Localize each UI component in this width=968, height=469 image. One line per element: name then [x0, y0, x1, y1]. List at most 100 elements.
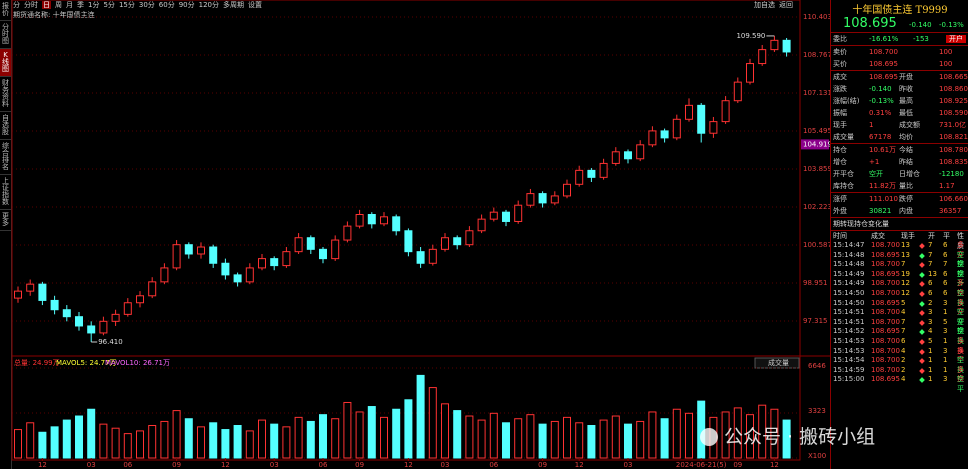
- quote-value: 108.700: [869, 48, 898, 56]
- volume-bar: [526, 414, 535, 459]
- sidebar-item[interactable]: 自选股: [0, 112, 11, 140]
- toolbar-button[interactable]: 分: [13, 1, 20, 9]
- quote-value: -153: [913, 35, 929, 43]
- toolbar-button[interactable]: 加自选: [754, 1, 775, 9]
- candle-body: [111, 313, 120, 322]
- ticks-row: 15:14:50 108.695 5 2 3 多开: [831, 298, 968, 317]
- candle-body: [392, 216, 401, 232]
- y-tick-label: 102.223: [803, 203, 830, 211]
- candle-body: [233, 274, 242, 283]
- tick-direction: [919, 377, 925, 384]
- ticks-row: 15:14:52 108.695 7 4 3 空换: [831, 327, 968, 345]
- quote-value: 空开: [869, 170, 883, 178]
- candle-body: [770, 39, 779, 51]
- volume-bar: [404, 399, 413, 459]
- volume-bar: [343, 401, 352, 459]
- volume-bar: [453, 410, 462, 459]
- quote-label: 最高: [899, 97, 913, 105]
- ticks-cell: 1: [943, 356, 948, 365]
- candle-body: [319, 248, 327, 260]
- candle-body: [624, 151, 632, 160]
- quote-label: 振幅: [833, 109, 847, 117]
- quote-row: 现手 1 成交额 731.0亿: [831, 119, 968, 131]
- tick-direction: [919, 310, 925, 316]
- volume-bar: [62, 419, 71, 459]
- quote-label: 涨幅(结): [833, 97, 860, 105]
- quote-value: -0.140: [869, 85, 892, 93]
- ticks-cell: 2: [901, 356, 906, 365]
- toolbar-button[interactable]: 周: [55, 1, 62, 9]
- ticks-cell: 108.700: [871, 260, 900, 269]
- quote-value: 108.821: [939, 133, 968, 141]
- quote-label: 跌停: [899, 195, 913, 203]
- ticks-cell: 空换: [957, 317, 964, 336]
- volume-bar: [587, 424, 596, 459]
- toolbar-button[interactable]: 日: [42, 1, 51, 9]
- candle-body: [87, 325, 96, 334]
- ticks-row: 15:14:54 108.700 2 1 1 空换: [831, 356, 968, 374]
- candle-body: [538, 193, 547, 204]
- candle-body: [209, 246, 218, 264]
- toolbar-button[interactable]: 月: [66, 1, 73, 9]
- candle-body: [355, 214, 364, 227]
- toolbar-button[interactable]: 90分: [178, 1, 195, 9]
- quote-label: 最低: [899, 109, 913, 117]
- volume-bar: [367, 406, 376, 459]
- quote-value: 100: [939, 48, 953, 56]
- candle-body: [514, 204, 523, 222]
- toolbar-button[interactable]: 30分: [138, 1, 155, 9]
- quote-change: -0.140: [909, 21, 932, 29]
- ticks-cell: 3: [928, 308, 933, 317]
- sidebar-item[interactable]: 上证指数: [0, 175, 11, 210]
- toolbar-button[interactable]: 分时: [24, 1, 38, 9]
- plot-frame: [11, 0, 801, 461]
- candle-body: [575, 169, 584, 185]
- tick-direction: [919, 367, 925, 374]
- sidebar-item[interactable]: 综合排名: [0, 140, 11, 175]
- sidebar-item[interactable]: 报价: [0, 0, 11, 21]
- sidebar-item[interactable]: 分时图: [0, 21, 11, 49]
- ticks-cell: 2: [901, 365, 906, 374]
- quote-value: 111.010: [869, 195, 898, 203]
- toolbar-button[interactable]: 1分: [88, 1, 100, 9]
- candle-body: [160, 267, 169, 283]
- ticks-cell: 空开: [957, 269, 964, 288]
- ticks-cell: 6: [943, 269, 948, 278]
- ticks-cell: 13: [928, 269, 937, 278]
- sidebar-item[interactable]: 更多: [0, 210, 11, 231]
- ticks-cell: 6: [943, 279, 948, 288]
- candle-body: [502, 211, 510, 222]
- account-button[interactable]: 开户: [946, 35, 966, 43]
- toolbar-button[interactable]: 5分: [103, 1, 115, 9]
- volume-bar: [294, 416, 303, 459]
- ticks-cell: 15:14:50: [833, 298, 865, 307]
- y-tick-label: 110.403: [803, 13, 830, 21]
- toolbar-button[interactable]: 60分: [158, 1, 175, 9]
- ticks-cell: 空换: [957, 288, 964, 307]
- ticks-row: 15:14:49 108.695 19 13 6 空开: [831, 269, 968, 288]
- candle-body: [782, 39, 791, 53]
- toolbar-button[interactable]: 季: [77, 1, 84, 9]
- toolbar-button[interactable]: 120分: [198, 1, 219, 9]
- quote-label: 成交量: [833, 133, 854, 141]
- toolbar-button[interactable]: 设置: [248, 1, 262, 9]
- ticks-cell: 空平: [957, 375, 964, 393]
- quote-label: 内盘: [899, 207, 913, 215]
- volume-bar: [624, 423, 632, 459]
- sidebar-item[interactable]: K线图: [0, 49, 11, 77]
- ticks-cell: 空换: [957, 260, 964, 278]
- x-tick-label: 12: [404, 461, 413, 469]
- volume-bar: [50, 426, 59, 459]
- candle-body: [636, 144, 645, 160]
- toolbar-button[interactable]: 返回: [779, 1, 793, 9]
- tick-direction: [919, 252, 925, 259]
- toolbar-button[interactable]: 15分: [118, 1, 135, 9]
- quote-row: 买价 108.695 100: [831, 58, 968, 70]
- volume-bar: [441, 403, 449, 459]
- volume-bar: [75, 415, 83, 459]
- toolbar: 分分时日周月季 1分 5分 15分 30分 60分 90分 120分 多周期 设置: [13, 0, 266, 10]
- quote-row: 涨跌 -0.140 昨收 108.860: [831, 83, 968, 95]
- quote-row: 振幅 0.31% 最低 108.590: [831, 107, 968, 119]
- toolbar-button[interactable]: 多周期: [223, 1, 244, 9]
- sidebar-item[interactable]: 财务资料: [0, 77, 11, 112]
